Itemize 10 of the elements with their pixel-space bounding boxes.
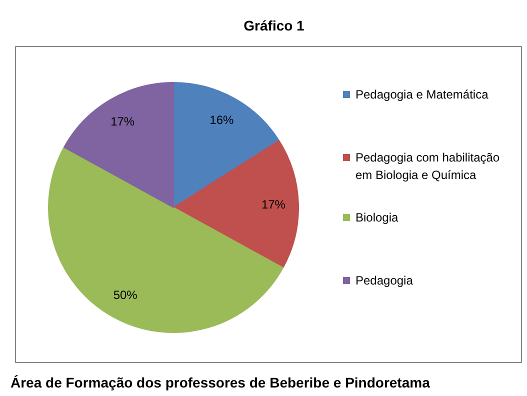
chart-title: Gráfico 1 [244,18,305,34]
legend-label: Pedagogia com habilitação em Biologia e Química [356,150,500,182]
data-label: 50% [113,288,138,302]
data-label: 16% [210,112,234,127]
data-label: 17% [261,197,286,212]
legend-label: Pedagogia [356,274,414,288]
data-label: 17% [110,114,135,128]
legend-label: Biologia [356,210,399,224]
legend-label: Pedagogia e Matemática [356,88,489,102]
text: Área de Formação dos professores de Beberibe e Pindoretama [10,374,430,390]
